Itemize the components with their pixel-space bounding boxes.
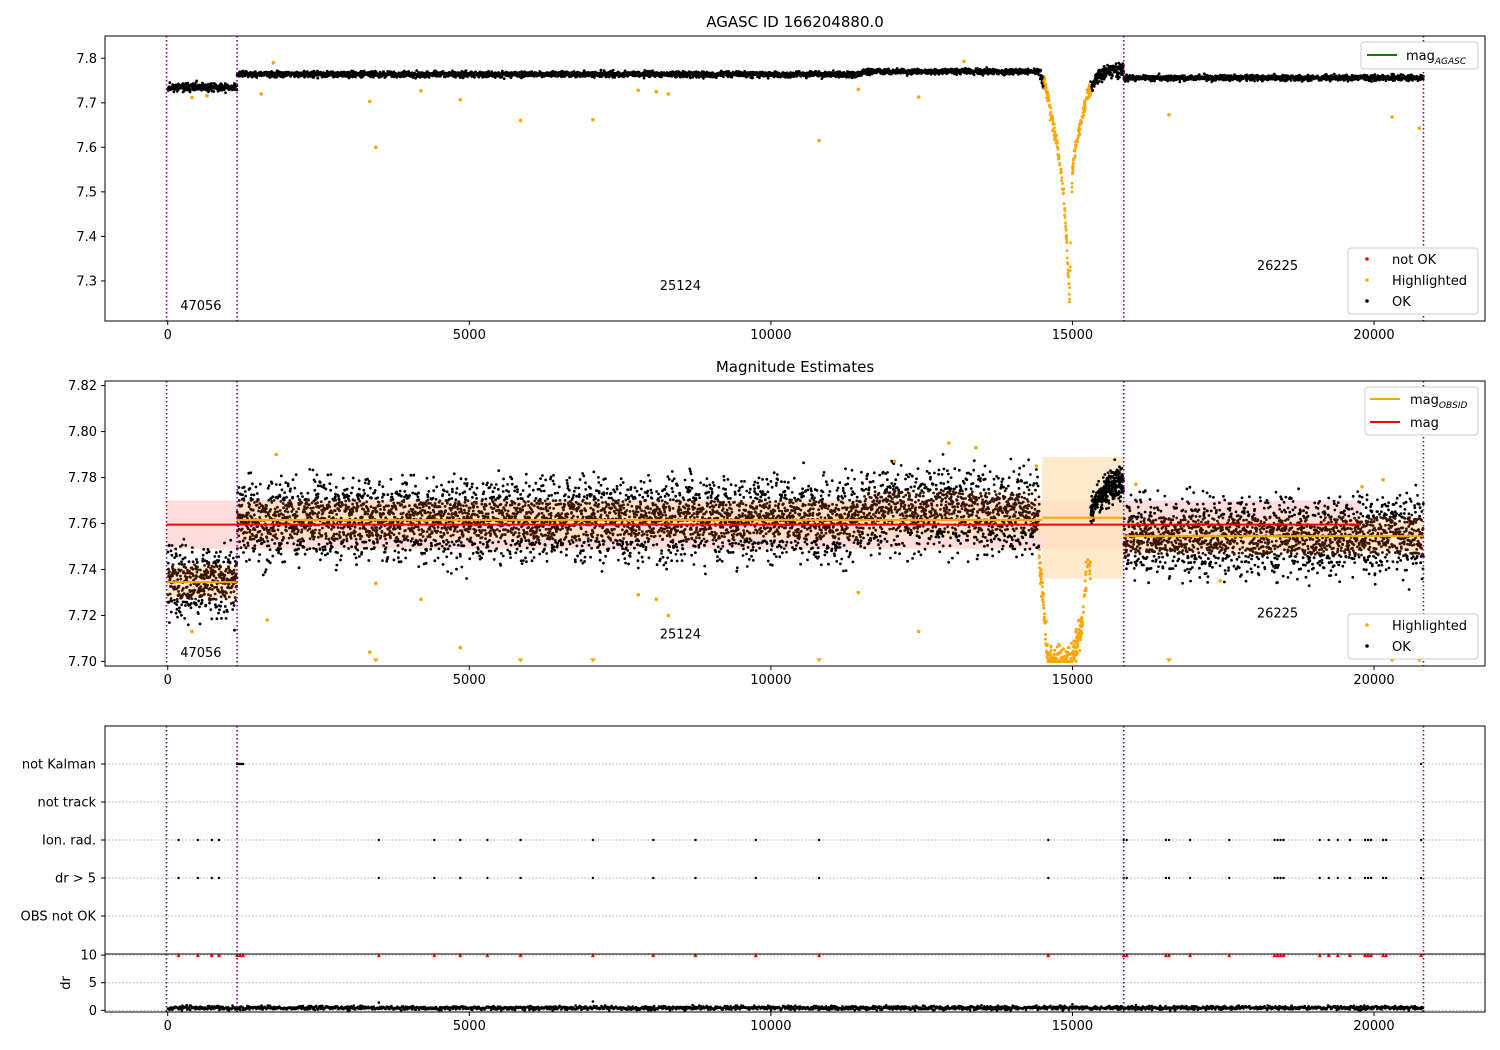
highlighted-point [1071, 191, 1074, 194]
ok-point [1158, 72, 1161, 75]
ok-point [428, 76, 431, 79]
highlighted-point [1074, 147, 1077, 150]
ok-point [255, 76, 258, 79]
highlighted-point [1066, 261, 1069, 264]
ok-point [767, 77, 770, 80]
ok-point [832, 69, 835, 72]
ok-point [316, 77, 319, 80]
highlighted-point [1067, 283, 1070, 286]
highlighted-point [1052, 120, 1055, 123]
ok-point [751, 76, 754, 79]
ok-point [1040, 76, 1043, 79]
ok-point [1101, 81, 1104, 84]
highlighted-point [1047, 96, 1050, 99]
highlighted-point [1072, 162, 1075, 165]
ok-point [224, 91, 227, 94]
ok-point [1092, 84, 1095, 87]
ok-point [473, 76, 476, 79]
ok-point [600, 69, 603, 72]
highlighted-point [1064, 216, 1067, 219]
ok-point [1091, 89, 1094, 92]
ok-point [1253, 80, 1256, 83]
highlighted-point [1069, 265, 1072, 268]
ok-point [1370, 80, 1373, 83]
highlighted-point [1060, 176, 1063, 179]
agasc-panel-title: AGASC ID 166204880.0 [706, 13, 884, 31]
ok-point [168, 81, 171, 84]
highlighted-point [1074, 155, 1077, 158]
ok-point [1117, 62, 1120, 65]
ok-point [1098, 80, 1101, 83]
highlighted-point [1071, 172, 1074, 175]
ok-point [195, 80, 198, 83]
ok-point [1094, 79, 1097, 82]
ok-point [494, 76, 497, 79]
highlighted-point [1060, 179, 1063, 182]
ok-point [501, 75, 504, 78]
highlighted-point [1071, 186, 1074, 189]
ok-point [612, 69, 615, 72]
highlighted-point [1066, 257, 1069, 260]
highlighted-point [1078, 128, 1081, 131]
ok-point [1117, 67, 1120, 70]
ok-point [1110, 73, 1113, 76]
ok-point [973, 73, 976, 76]
highlighted-point [1065, 229, 1068, 232]
highlighted-point [1088, 84, 1091, 87]
ok-point [1110, 77, 1113, 80]
highlighted-point [1069, 241, 1072, 244]
highlighted-point [1065, 241, 1068, 244]
highlighted-point [1078, 131, 1081, 134]
ok-point [503, 77, 506, 80]
ok-point [1115, 62, 1118, 65]
highlighted-point [1072, 158, 1075, 161]
highlighted-point [1052, 123, 1055, 126]
ok-point [1101, 70, 1104, 73]
highlighted-point [1081, 115, 1084, 118]
highlighted-point [1061, 182, 1064, 185]
ok-point [689, 76, 692, 79]
highlighted-point [1063, 207, 1066, 210]
highlighted-point [1067, 276, 1070, 279]
ok-point [1098, 69, 1101, 72]
ok-point [189, 91, 192, 94]
ok-point [624, 70, 627, 73]
ok-point [212, 90, 215, 93]
ok-point [1108, 68, 1111, 71]
highlighted-point [1063, 202, 1066, 205]
ok-point [955, 73, 958, 76]
ok-point [722, 75, 725, 78]
highlighted-point [1045, 83, 1048, 86]
highlighted-point [1049, 111, 1052, 114]
highlighted-point [1068, 286, 1071, 289]
highlighted-point [1057, 153, 1060, 156]
highlighted-point [1054, 131, 1057, 134]
highlighted-point [1043, 78, 1046, 81]
highlighted-point [1055, 142, 1058, 145]
highlighted-point [1062, 192, 1065, 195]
ok-point [1094, 74, 1097, 77]
highlighted-point [1063, 214, 1066, 217]
highlighted-point [1075, 143, 1078, 146]
highlighted-point [1071, 182, 1074, 185]
ok-point [1178, 81, 1181, 84]
ok-point [1041, 82, 1044, 85]
ok-point [1422, 78, 1425, 81]
ok-point [643, 77, 646, 80]
highlighted-point [1067, 268, 1070, 271]
highlighted-point [1064, 222, 1067, 225]
ok-point [210, 82, 213, 85]
